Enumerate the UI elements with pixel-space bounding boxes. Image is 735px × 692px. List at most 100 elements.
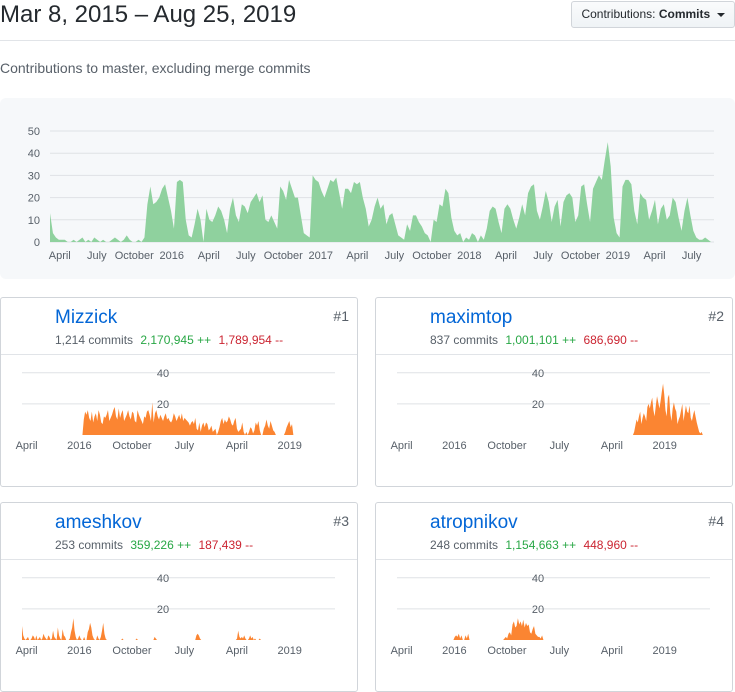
y-tick-label: 0 — [34, 237, 40, 249]
contributor-commits-area — [397, 383, 710, 435]
contributor-stats: 253 commits 359,226 ++ 187,439 -- — [55, 538, 253, 552]
y-tick-label: 40 — [28, 148, 40, 160]
x-tick-label: 2019 — [277, 645, 301, 657]
x-tick-label: July — [236, 250, 256, 262]
contributor-card: atropnikov 248 commits 1,154,663 ++ 448,… — [375, 502, 733, 692]
deletions-count: 448,960 -- — [583, 538, 639, 552]
contributor-name-link[interactable]: atropnikov — [430, 512, 518, 533]
x-tick-label: 2016 — [67, 645, 91, 657]
x-tick-label: 2016 — [67, 440, 91, 452]
additions-count: 359,226 ++ — [130, 538, 192, 552]
contributor-name-link[interactable]: ameshkov — [55, 512, 142, 533]
y-tick-label: 50 — [28, 126, 40, 138]
y-tick-label: 40 — [532, 573, 544, 585]
contributor-rank: #3 — [333, 513, 349, 529]
contributor-activity-chart: 20 40 April 2016 October July April 2019 — [391, 368, 710, 452]
y-tick-label: 20 — [157, 399, 169, 411]
deletions-count: 1,789,954 -- — [218, 333, 284, 347]
dropdown-value: Commits — [658, 7, 711, 21]
contributor-commits-area — [22, 618, 335, 640]
contributions-type-dropdown[interactable]: Contributions: Commits — [571, 1, 735, 28]
contributor-activity-chart: 20 40 April 2016 October July April 2019 — [16, 573, 335, 657]
commit-count: 248 commits — [430, 538, 499, 552]
avatar[interactable] — [9, 511, 46, 548]
x-tick-label: 2019 — [606, 250, 630, 262]
y-tick-label: 20 — [157, 604, 169, 616]
y-tick-label: 10 — [28, 215, 40, 227]
x-tick-label: July — [550, 645, 570, 657]
contributor-rank: #2 — [708, 308, 724, 324]
x-tick-label: April — [16, 440, 38, 452]
x-tick-label: April — [226, 440, 248, 452]
contributor-commits-area — [22, 402, 335, 435]
additions-count: 2,170,945 ++ — [140, 333, 212, 347]
commits-area — [50, 142, 714, 242]
x-tick-label: October — [115, 250, 154, 262]
deletions-count: 686,690 -- — [583, 333, 639, 347]
dropdown-prefix: Contributions: — [581, 7, 656, 21]
contributor-card: Mizzick 1,214 commits 2,170,945 ++ 1,789… — [0, 297, 358, 487]
x-tick-label: April — [391, 645, 413, 657]
avatar[interactable] — [384, 306, 421, 343]
x-tick-label: July — [682, 250, 702, 262]
x-tick-label: 2017 — [308, 250, 332, 262]
x-tick-label: July — [175, 645, 195, 657]
contributor-activity-chart: 20 40 April 2016 October July April 2019 — [16, 368, 335, 452]
commits-overview-chart[interactable]: 0 10 20 30 40 50 April July October 2016 April July… — [0, 98, 735, 279]
contributor-commits-area — [397, 618, 710, 640]
caret-down-icon — [716, 12, 725, 17]
contributor-card-header: ameshkov 253 commits 359,226 ++ 187,439 … — [1, 503, 357, 560]
contributor-card: ameshkov 253 commits 359,226 ++ 187,439 … — [0, 502, 358, 692]
x-tick-label: October — [487, 645, 526, 657]
contributor-card: maximtop 837 commits 1,001,101 ++ 686,69… — [375, 297, 733, 487]
contributor-rank: #1 — [333, 308, 349, 324]
commits-overview-svg: 0 10 20 30 40 50 April July October 2016 April July… — [28, 126, 714, 262]
contributor-card-header: atropnikov 248 commits 1,154,663 ++ 448,… — [376, 503, 732, 560]
commit-count: 1,214 commits — [55, 333, 134, 347]
x-tick-label: 2019 — [652, 645, 676, 657]
y-tick-label: 20 — [532, 399, 544, 411]
contributor-activity-chart: 20 40 April 2016 October July April 2019 — [391, 573, 710, 657]
commit-count: 837 commits — [430, 333, 499, 347]
x-tick-label: October — [264, 250, 303, 262]
x-tick-label: April — [391, 440, 413, 452]
additions-count: 1,154,663 ++ — [505, 538, 577, 552]
y-tick-label: 30 — [28, 170, 40, 182]
x-tick-label: July — [533, 250, 553, 262]
x-tick-label: October — [487, 440, 526, 452]
avatar[interactable] — [384, 511, 421, 548]
x-tick-label: July — [87, 250, 107, 262]
x-tick-label: April — [226, 645, 248, 657]
contributor-rank: #4 — [708, 513, 724, 529]
x-tick-label: October — [112, 440, 151, 452]
contributor-card-header: maximtop 837 commits 1,001,101 ++ 686,69… — [376, 298, 732, 355]
x-tick-label: 2019 — [277, 440, 301, 452]
x-tick-label: July — [550, 440, 570, 452]
chart-subtitle: Contributions to master, excluding merge… — [0, 60, 311, 76]
additions-count: 1,001,101 ++ — [505, 333, 577, 347]
x-tick-label: October — [112, 645, 151, 657]
x-tick-label: April — [601, 645, 623, 657]
x-tick-label: April — [644, 250, 666, 262]
y-tick-label: 40 — [157, 368, 169, 380]
x-tick-label: 2016 — [159, 250, 183, 262]
contributor-stats: 837 commits 1,001,101 ++ 686,690 -- — [430, 333, 638, 347]
contributor-name-link[interactable]: Mizzick — [55, 307, 118, 328]
date-range-title: Mar 8, 2015 – Aug 25, 2019 — [0, 1, 297, 28]
x-tick-label: 2016 — [442, 440, 466, 452]
contributor-stats: 1,214 commits 2,170,945 ++ 1,789,954 -- — [55, 333, 283, 347]
x-tick-label: April — [16, 645, 38, 657]
y-tick-label: 40 — [157, 573, 169, 585]
y-tick-label: 20 — [532, 604, 544, 616]
x-tick-label: 2019 — [652, 440, 676, 452]
x-tick-label: July — [385, 250, 405, 262]
x-tick-label: April — [601, 440, 623, 452]
x-tick-label: 2018 — [457, 250, 481, 262]
contributor-name-link[interactable]: maximtop — [430, 307, 513, 328]
x-tick-label: April — [198, 250, 220, 262]
avatar[interactable] — [9, 306, 46, 343]
x-tick-label: July — [175, 440, 195, 452]
y-tick-label: 40 — [532, 368, 544, 380]
x-tick-label: April — [49, 250, 71, 262]
x-tick-label: April — [495, 250, 517, 262]
